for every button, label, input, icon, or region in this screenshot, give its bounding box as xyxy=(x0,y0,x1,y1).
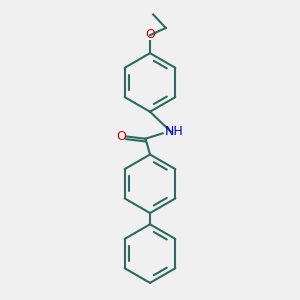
Text: NH: NH xyxy=(165,125,184,138)
Text: O: O xyxy=(145,28,155,40)
Text: O: O xyxy=(116,130,126,143)
